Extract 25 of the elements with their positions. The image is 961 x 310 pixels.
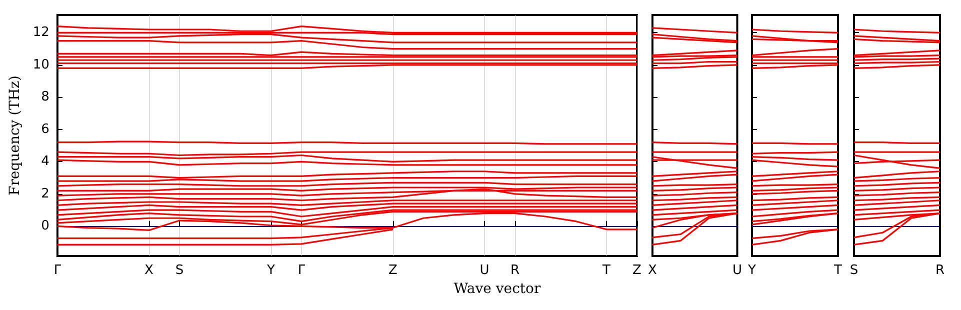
x-tick-label: T <box>602 263 611 278</box>
x-tick-label: U <box>732 263 742 278</box>
y-tick-label: 10 <box>32 57 50 72</box>
y-axis-title: Frequency (THz) <box>7 75 23 196</box>
x-tick-label: R <box>510 263 520 278</box>
x-tick-label: X <box>144 263 154 278</box>
x-tick-label: T <box>833 263 842 278</box>
y-tick-label: 8 <box>41 90 50 105</box>
x-tick-label: Γ <box>54 263 62 278</box>
y-tick-label: 4 <box>41 154 50 170</box>
x-tick-label: Z <box>388 263 398 278</box>
x-tick-label: Γ <box>298 263 306 278</box>
x-tick-label: S <box>850 263 858 278</box>
x-tick-label: S <box>175 263 184 278</box>
x-tick-label: R <box>935 263 945 278</box>
y-tick-label: 2 <box>41 186 50 202</box>
x-tick-label: X <box>648 263 657 278</box>
y-tick-label: 6 <box>41 122 50 137</box>
x-tick-label: Y <box>266 263 275 278</box>
y-tick-label: 0 <box>41 218 50 234</box>
y-tick-label: 12 <box>32 25 50 40</box>
x-axis-title: Wave vector <box>454 280 541 297</box>
x-tick-label: Y <box>747 263 756 278</box>
x-tick-label: Z <box>632 263 642 278</box>
x-tick-label: U <box>480 263 490 278</box>
